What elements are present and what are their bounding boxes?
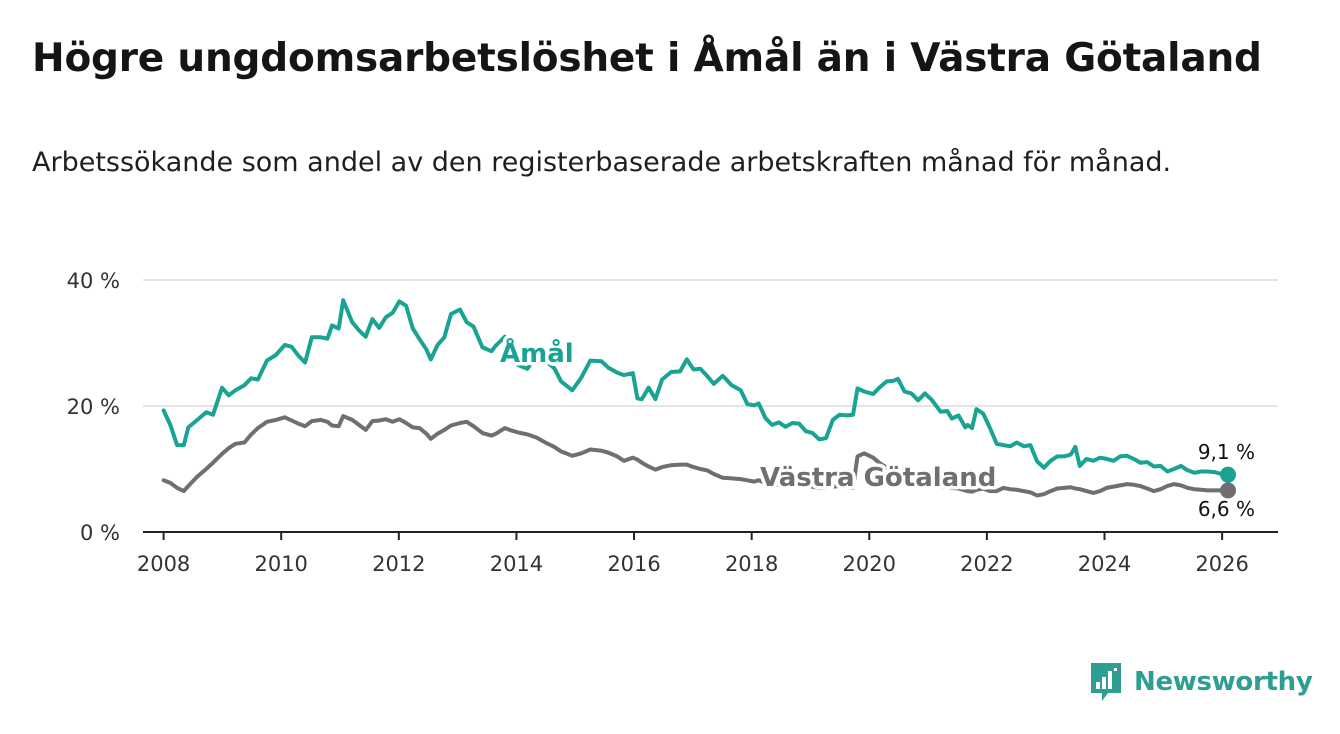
- bar-chart-logo-icon: [1091, 663, 1121, 701]
- series-labels: Åmål Västra Götaland 9,1 % 6,6 %: [497, 334, 1256, 522]
- series-line-vastra-gotaland: [161, 414, 1230, 498]
- y-tick-label: 40 %: [67, 269, 120, 293]
- end-value-amal: 9,1 %: [1198, 440, 1255, 464]
- x-tick-label: 2024: [1078, 552, 1131, 576]
- x-tick-label: 2012: [372, 552, 425, 576]
- end-point-amal: [1220, 466, 1237, 483]
- series-label-vastra-gotaland: Västra Götaland: [760, 463, 996, 493]
- x-tick-label: 2008: [137, 552, 190, 576]
- x-tick-label: 2026: [1195, 552, 1248, 576]
- x-tick-label: 2018: [725, 552, 778, 576]
- x-tick-label: 2016: [607, 552, 660, 576]
- chart-subtitle: Arbetssökande som andel av den registerb…: [32, 147, 1172, 178]
- chart-title: Högre ungdomsarbetslöshet i Åmål än i Vä…: [32, 36, 1262, 81]
- brand-name: Newsworthy: [1134, 667, 1313, 697]
- y-tick-label: 0 %: [80, 521, 120, 545]
- series-line-amal: [161, 298, 1230, 477]
- end-value-vastra-gotaland: 6,6 %: [1198, 497, 1255, 521]
- series-label-amal: Åmål: [500, 337, 574, 369]
- x-tick-label: 2022: [960, 552, 1013, 576]
- x-tick-label: 2020: [843, 552, 896, 576]
- x-tick-label: 2014: [490, 552, 543, 576]
- x-axis: 2008 2010 2012 2014 2016 2018 2020 2022 2024 2026: [137, 531, 1278, 576]
- y-tick-label: 20 %: [67, 395, 120, 419]
- series-lines: [161, 298, 1237, 499]
- gridlines: [143, 279, 1278, 407]
- brand-logo[interactable]: Newsworthy: [1088, 660, 1313, 704]
- end-point-vastra-gotaland: [1220, 482, 1237, 499]
- y-axis-ticks: 0 % 20 % 40 %: [67, 269, 120, 545]
- x-tick-label: 2010: [254, 552, 307, 576]
